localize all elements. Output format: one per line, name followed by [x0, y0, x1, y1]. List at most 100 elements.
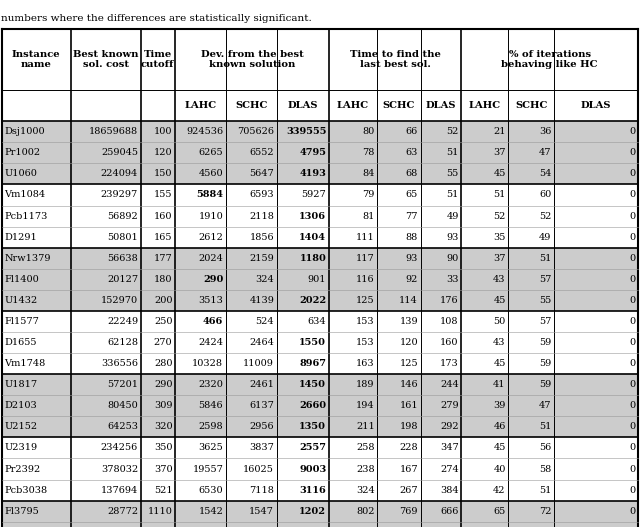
Text: 125: 125 — [356, 296, 374, 305]
Text: 2320: 2320 — [198, 380, 223, 389]
Text: 153: 153 — [356, 338, 374, 347]
Text: 0: 0 — [629, 253, 636, 263]
Bar — [2, 416, 638, 437]
Text: 234256: 234256 — [100, 443, 138, 453]
Text: 55: 55 — [540, 296, 552, 305]
Text: 54: 54 — [539, 169, 552, 179]
Text: 320: 320 — [154, 422, 172, 432]
Text: 769: 769 — [399, 506, 418, 516]
Text: 258: 258 — [356, 443, 374, 453]
Text: 161: 161 — [399, 401, 418, 411]
Text: 802: 802 — [356, 506, 374, 516]
Text: 51: 51 — [539, 253, 552, 263]
Text: 224094: 224094 — [100, 169, 138, 179]
Text: 79: 79 — [362, 190, 374, 200]
Text: 165: 165 — [154, 232, 172, 242]
Text: 20127: 20127 — [107, 275, 138, 284]
Text: Dev. from the best
known solution: Dev. from the best known solution — [200, 50, 303, 70]
Text: 524: 524 — [255, 317, 274, 326]
Text: LAHC: LAHC — [184, 101, 216, 110]
Text: 177: 177 — [154, 253, 172, 263]
Text: 6265: 6265 — [198, 148, 223, 158]
Text: 4795: 4795 — [300, 148, 326, 158]
Text: 2022: 2022 — [300, 296, 326, 305]
Text: 65: 65 — [493, 506, 506, 516]
Text: % of iterations
behaving like HC: % of iterations behaving like HC — [501, 50, 598, 70]
Text: 146: 146 — [399, 380, 418, 389]
Text: 167: 167 — [399, 464, 418, 474]
Text: 3116: 3116 — [300, 485, 326, 495]
Bar — [2, 290, 638, 311]
Text: 56: 56 — [540, 443, 552, 453]
Text: 153: 153 — [356, 317, 374, 326]
Text: 1350: 1350 — [300, 422, 326, 432]
Text: 2464: 2464 — [250, 338, 274, 347]
Bar — [2, 142, 638, 163]
Text: 3837: 3837 — [250, 443, 274, 453]
Text: Fl3795: Fl3795 — [4, 506, 39, 516]
Text: 1550: 1550 — [300, 338, 326, 347]
Text: 1202: 1202 — [300, 506, 326, 516]
Text: 51: 51 — [539, 422, 552, 432]
Text: 200: 200 — [154, 296, 172, 305]
Text: 0: 0 — [629, 464, 636, 474]
Text: 1306: 1306 — [300, 211, 326, 221]
Text: 50801: 50801 — [108, 232, 138, 242]
Text: 2598: 2598 — [198, 422, 223, 432]
Text: 370: 370 — [154, 464, 172, 474]
Bar — [2, 163, 638, 184]
Text: 39: 39 — [493, 401, 506, 411]
Text: 45: 45 — [493, 296, 506, 305]
Text: 0: 0 — [629, 127, 636, 136]
Text: 4560: 4560 — [198, 169, 223, 179]
Text: 378032: 378032 — [100, 464, 138, 474]
Text: 1404: 1404 — [300, 232, 326, 242]
Text: 0: 0 — [629, 148, 636, 158]
Text: D1655: D1655 — [4, 338, 37, 347]
Text: 150: 150 — [154, 169, 172, 179]
Text: Vm1084: Vm1084 — [4, 190, 45, 200]
Text: 239297: 239297 — [100, 190, 138, 200]
Text: 58: 58 — [540, 464, 552, 474]
Text: Fl1577: Fl1577 — [4, 317, 39, 326]
Text: 466: 466 — [203, 317, 223, 326]
Text: 324: 324 — [356, 485, 374, 495]
Text: 6530: 6530 — [198, 485, 223, 495]
Text: 65: 65 — [406, 190, 418, 200]
Text: 22249: 22249 — [107, 317, 138, 326]
Text: 55: 55 — [447, 169, 459, 179]
Text: 4139: 4139 — [250, 296, 274, 305]
Text: DLAS: DLAS — [426, 101, 456, 110]
Text: 137694: 137694 — [100, 485, 138, 495]
Text: 80450: 80450 — [108, 401, 138, 411]
Text: 50: 50 — [493, 317, 506, 326]
Text: 49: 49 — [446, 211, 459, 221]
Text: 36: 36 — [539, 127, 552, 136]
Text: 57201: 57201 — [107, 380, 138, 389]
Text: 139: 139 — [399, 317, 418, 326]
Bar — [2, 374, 638, 395]
Text: 59: 59 — [540, 338, 552, 347]
Text: 5846: 5846 — [198, 401, 223, 411]
Text: DLAS: DLAS — [581, 101, 611, 110]
Text: Fl1400: Fl1400 — [4, 275, 39, 284]
Text: 59: 59 — [540, 380, 552, 389]
Text: 267: 267 — [399, 485, 418, 495]
Text: 0: 0 — [629, 443, 636, 453]
Text: 51: 51 — [539, 485, 552, 495]
Text: 1450: 1450 — [300, 380, 326, 389]
Text: 290: 290 — [154, 380, 172, 389]
Text: 100: 100 — [154, 127, 172, 136]
Text: 49: 49 — [539, 232, 552, 242]
Text: 2424: 2424 — [198, 338, 223, 347]
Text: 2660: 2660 — [300, 401, 326, 411]
Text: 0: 0 — [629, 485, 636, 495]
Text: 1910: 1910 — [198, 211, 223, 221]
Text: SCHC: SCHC — [235, 101, 268, 110]
Text: 8967: 8967 — [300, 359, 326, 368]
Text: 280: 280 — [154, 359, 172, 368]
Text: 10328: 10328 — [192, 359, 223, 368]
Text: 0: 0 — [629, 338, 636, 347]
Text: 111: 111 — [356, 232, 374, 242]
Text: 45: 45 — [493, 359, 506, 368]
